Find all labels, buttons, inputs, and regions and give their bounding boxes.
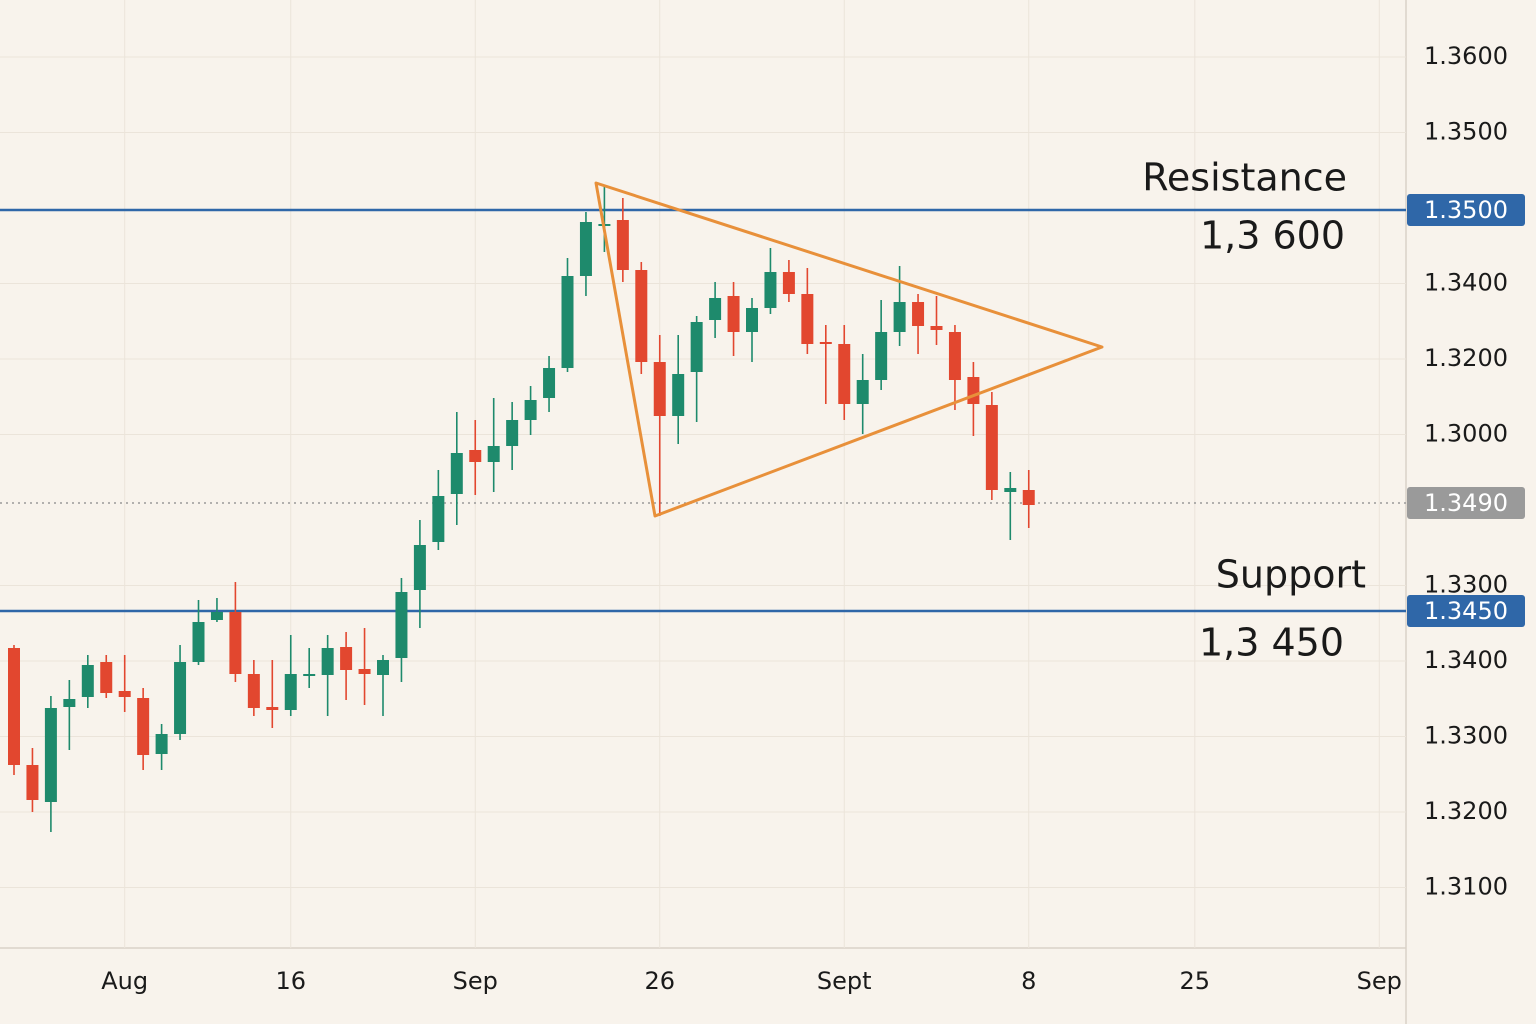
candle-body bbox=[801, 294, 814, 344]
badge-label: 1.3450 bbox=[1424, 597, 1508, 625]
candle-body bbox=[229, 612, 242, 674]
candle-body bbox=[100, 662, 113, 693]
candle-body bbox=[893, 302, 906, 332]
time-label: 16 bbox=[275, 967, 306, 995]
price-badge bbox=[1407, 487, 1525, 519]
candle-body bbox=[469, 450, 482, 462]
time-label: Sep bbox=[453, 967, 498, 995]
time-label: 25 bbox=[1180, 967, 1211, 995]
price-label: 1.3600 bbox=[1424, 42, 1508, 70]
price-label: 1.3200 bbox=[1424, 797, 1508, 825]
price-label: 1.3500 bbox=[1424, 118, 1508, 146]
time-label: Sept bbox=[817, 967, 872, 995]
price-label: 1.3400 bbox=[1424, 646, 1508, 674]
candle-body bbox=[44, 708, 57, 802]
candle-body bbox=[450, 453, 463, 494]
price-label: 1.3000 bbox=[1424, 420, 1508, 448]
resistance-value: 1,3 600 bbox=[1200, 214, 1345, 258]
candle-body bbox=[413, 545, 426, 590]
candle-body bbox=[912, 302, 925, 326]
candle-body bbox=[967, 377, 980, 404]
resistance-label: Resistance bbox=[1142, 156, 1347, 200]
price-label: 1.3100 bbox=[1424, 873, 1508, 901]
candle-body bbox=[727, 296, 740, 332]
support-value: 1,3 450 bbox=[1199, 621, 1344, 665]
candle-body bbox=[653, 362, 666, 416]
candle-body bbox=[543, 368, 556, 398]
candle-body bbox=[340, 647, 353, 670]
candle-body bbox=[524, 400, 537, 420]
candle-body bbox=[746, 308, 758, 332]
price-label: 1.3300 bbox=[1424, 571, 1508, 599]
candle-body bbox=[875, 332, 888, 380]
candle-body bbox=[985, 405, 998, 490]
candle-body bbox=[856, 380, 869, 404]
time-label: Aug bbox=[101, 967, 148, 995]
candle-body bbox=[210, 612, 223, 620]
candle-body bbox=[358, 669, 371, 674]
levels: 1.3500 1.3450 1.3490 bbox=[0, 194, 1525, 627]
candle-body bbox=[284, 674, 297, 710]
support-label: Support bbox=[1216, 553, 1366, 597]
candle-body bbox=[8, 648, 20, 765]
candle-body bbox=[506, 420, 519, 446]
candle-body bbox=[377, 660, 389, 675]
candle-body bbox=[819, 342, 832, 344]
candle-body bbox=[635, 270, 648, 362]
candle-body bbox=[118, 691, 131, 697]
candle-body bbox=[247, 674, 260, 708]
candle-body bbox=[579, 222, 592, 276]
candle-body bbox=[303, 674, 316, 676]
candle-body bbox=[192, 622, 205, 662]
candle-body bbox=[709, 298, 722, 320]
price-badge bbox=[1407, 595, 1525, 627]
time-label: 8 bbox=[1021, 967, 1036, 995]
candle-body bbox=[690, 322, 703, 372]
price-label: 1.3400 bbox=[1424, 269, 1508, 297]
candle-body bbox=[174, 662, 187, 734]
candle-body bbox=[155, 734, 168, 754]
candle-body bbox=[487, 446, 500, 462]
badge-label: 1.3490 bbox=[1424, 489, 1508, 517]
candle-body bbox=[1004, 488, 1017, 492]
candle-body bbox=[948, 332, 961, 380]
time-label: Sep bbox=[1357, 967, 1402, 995]
candle-body bbox=[26, 765, 39, 800]
candle-body bbox=[432, 496, 445, 542]
candle-body bbox=[561, 276, 574, 368]
candle-body bbox=[395, 592, 408, 658]
candle-body bbox=[81, 665, 94, 697]
candle-body bbox=[616, 220, 629, 270]
price-label: 1.3200 bbox=[1424, 344, 1508, 372]
candle-body bbox=[838, 344, 851, 404]
price-label: 1.3300 bbox=[1424, 722, 1508, 750]
candle-body bbox=[63, 699, 76, 707]
candle-body bbox=[672, 374, 685, 416]
candle-body bbox=[1022, 490, 1035, 505]
time-label: 26 bbox=[644, 967, 675, 995]
candle-body bbox=[137, 698, 150, 755]
candle-body bbox=[764, 272, 777, 308]
candle-body bbox=[266, 707, 279, 710]
candles bbox=[8, 185, 1035, 832]
badge-label: 1.3500 bbox=[1424, 196, 1508, 224]
candle-body bbox=[782, 272, 795, 294]
candle-body bbox=[321, 648, 334, 675]
triangle-pattern bbox=[594, 181, 1104, 518]
price-badge bbox=[1407, 194, 1525, 226]
candle-body bbox=[930, 326, 943, 330]
axis: 1.36001.35001.34001.32001.30001.33001.34… bbox=[101, 42, 1508, 995]
